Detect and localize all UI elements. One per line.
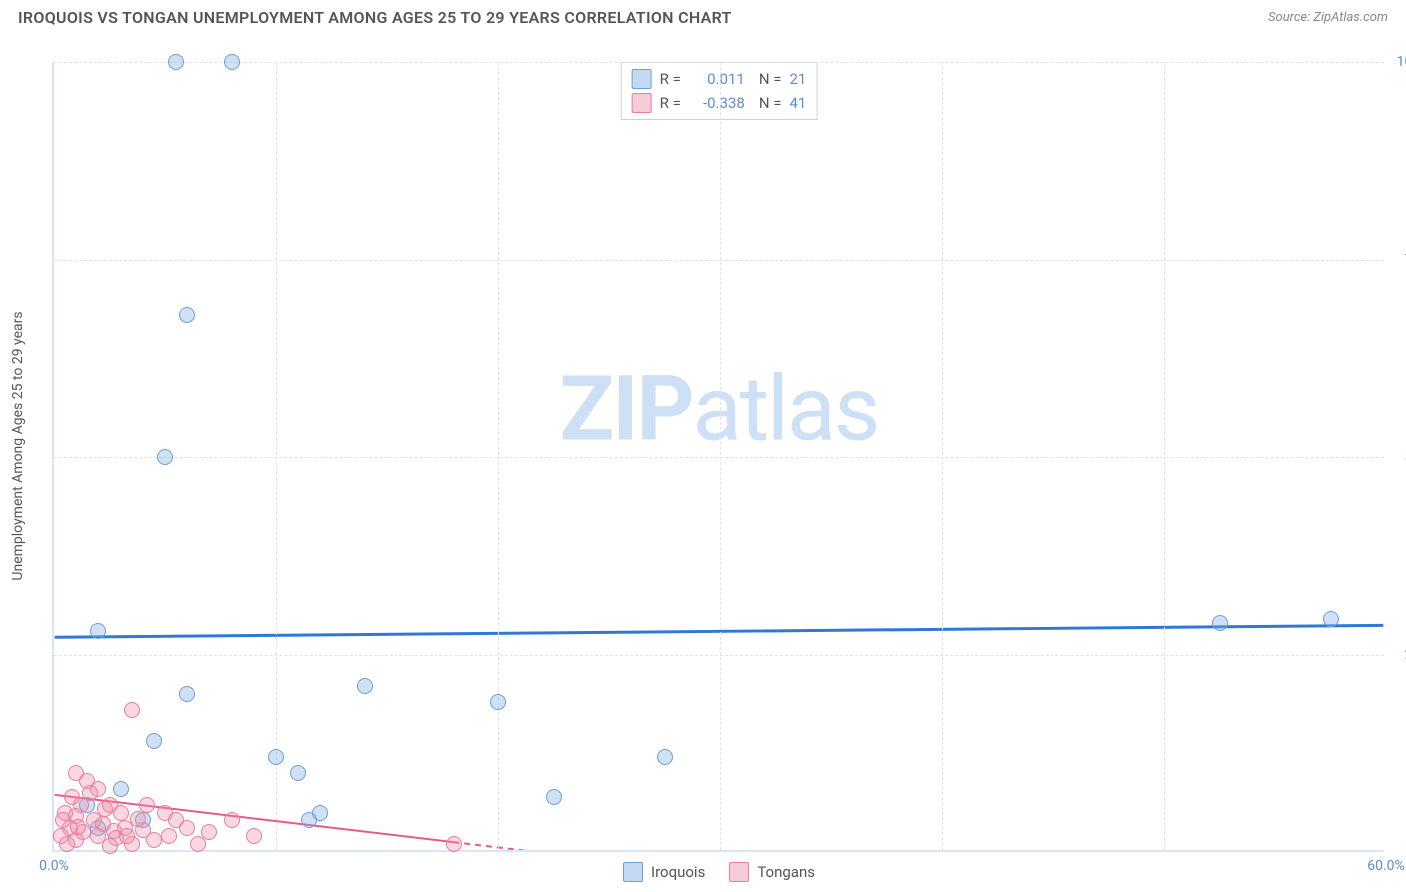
data-point xyxy=(59,836,75,852)
data-point xyxy=(179,820,195,836)
watermark: ZIPatlas xyxy=(560,356,879,461)
hgrid-line xyxy=(54,62,1384,63)
data-point xyxy=(268,749,284,765)
data-point xyxy=(190,836,206,852)
legend-label-iroquois: Iroquois xyxy=(651,863,705,881)
swatch-tongans xyxy=(632,93,652,113)
legend-row-iroquois: R = 0.011 N = 21 xyxy=(632,67,807,91)
swatch-iroquois xyxy=(632,69,652,89)
data-point xyxy=(90,623,106,639)
data-point xyxy=(301,812,317,828)
data-point xyxy=(179,307,195,323)
chart-title: IROQUOIS VS TONGAN UNEMPLOYMENT AMONG AG… xyxy=(18,8,732,27)
data-point xyxy=(161,828,177,844)
n-value-1: 21 xyxy=(789,70,806,88)
vgrid-line xyxy=(1164,62,1165,850)
chart-area: ZIPatlas R = 0.011 N = 21 R = -0.338 N =… xyxy=(52,62,1384,852)
data-point xyxy=(168,54,184,70)
data-point xyxy=(113,781,129,797)
series-legend: Iroquois Tongans xyxy=(623,862,815,882)
r-value-2: -0.338 xyxy=(689,94,745,112)
r-value-1: 0.011 xyxy=(689,70,745,88)
n-value-2: 41 xyxy=(789,94,806,112)
data-point xyxy=(490,694,506,710)
hgrid-line xyxy=(54,655,1384,656)
r-label-1: R = xyxy=(660,70,681,88)
vgrid-line xyxy=(498,62,499,850)
data-point xyxy=(179,686,195,702)
data-point xyxy=(246,828,262,844)
legend-swatch-iroquois xyxy=(623,862,643,882)
r-label-2: R = xyxy=(660,94,681,112)
scatter-plot: ZIPatlas R = 0.011 N = 21 R = -0.338 N =… xyxy=(52,62,1384,852)
x-tick-label: 0.0% xyxy=(39,858,69,874)
legend-label-tongans: Tongans xyxy=(757,863,815,881)
data-point xyxy=(1323,611,1339,627)
data-point xyxy=(290,765,306,781)
data-point xyxy=(146,832,162,848)
trend-lines xyxy=(54,62,1384,850)
vgrid-line xyxy=(942,62,943,850)
data-point xyxy=(97,801,113,817)
data-point xyxy=(102,838,118,854)
x-tick-label: 60.0% xyxy=(1367,858,1405,874)
data-point xyxy=(55,812,71,828)
data-point xyxy=(113,805,129,821)
data-point xyxy=(130,811,146,827)
vgrid-line xyxy=(720,62,721,850)
hgrid-line xyxy=(54,457,1384,458)
n-label-1: N = xyxy=(759,70,782,88)
trend-line xyxy=(55,625,1384,637)
y-tick-label: 50.0% xyxy=(1390,449,1406,465)
data-point xyxy=(82,785,98,801)
legend-item-iroquois: Iroquois xyxy=(623,862,705,882)
source-label: Source: ZipAtlas.com xyxy=(1268,10,1388,25)
data-point xyxy=(546,789,562,805)
data-point xyxy=(1212,615,1228,631)
data-point xyxy=(446,836,462,852)
legend-row-tongans: R = -0.338 N = 41 xyxy=(632,91,807,115)
y-tick-label: 100.0% xyxy=(1390,54,1406,70)
data-point xyxy=(119,828,135,844)
title-bar: IROQUOIS VS TONGAN UNEMPLOYMENT AMONG AG… xyxy=(0,0,1406,31)
y-axis-title: Unemployment Among Ages 25 to 29 years xyxy=(10,311,26,580)
data-point xyxy=(146,733,162,749)
hgrid-line xyxy=(54,260,1384,261)
y-tick-label: 25.0% xyxy=(1390,647,1406,663)
y-tick-label: 75.0% xyxy=(1390,252,1406,268)
data-point xyxy=(139,797,155,813)
correlation-legend: R = 0.011 N = 21 R = -0.338 N = 41 xyxy=(621,62,818,120)
data-point xyxy=(70,819,86,835)
legend-item-tongans: Tongans xyxy=(729,862,815,882)
watermark-bold: ZIP xyxy=(560,356,693,461)
vgrid-line xyxy=(276,62,277,850)
data-point xyxy=(357,678,373,694)
trend-line-extrapolated xyxy=(453,842,630,850)
data-point xyxy=(224,54,240,70)
n-label-2: N = xyxy=(759,94,782,112)
data-point xyxy=(657,749,673,765)
data-point xyxy=(124,702,140,718)
legend-swatch-tongans xyxy=(729,862,749,882)
data-point xyxy=(157,449,173,465)
data-point xyxy=(224,812,240,828)
